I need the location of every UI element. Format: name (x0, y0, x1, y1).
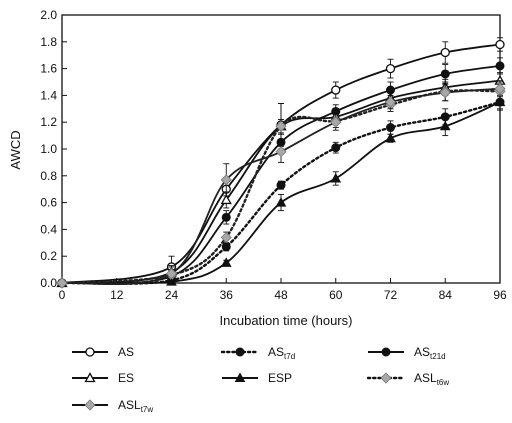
series-line (61, 65, 501, 285)
y-tick-label: 1.4 (40, 88, 57, 102)
data-point (331, 85, 341, 95)
data-point (385, 132, 396, 143)
legend-label: ASLt7w (118, 398, 153, 414)
y-tick-label: 0.0 (40, 276, 57, 290)
legend-marker (234, 372, 246, 382)
y-axis-title: AWCD (8, 130, 23, 169)
data-point (220, 257, 232, 267)
legend-label: AS (118, 345, 134, 359)
legend-label: ASt21d (414, 345, 446, 361)
legend-item: ASLt7w (72, 398, 153, 414)
data-point (275, 120, 287, 132)
data-point (440, 47, 450, 58)
legend-label: ES (118, 371, 134, 385)
y-axis-ticks: 0.0 0.2 0.4 0.6 0.8 1.0 1.2 1.4 1.6 1.8 2.0 (40, 8, 67, 290)
x-tick-label: 48 (274, 288, 288, 302)
y-tick-label: 0.2 (40, 249, 57, 263)
data-point (495, 61, 505, 71)
data-point (494, 83, 506, 95)
legend-marker (381, 347, 391, 357)
legend-item: ASLt6w (366, 371, 449, 387)
y-tick-label: 0.8 (40, 169, 57, 183)
legend-marker (235, 347, 245, 357)
legend-marker (84, 372, 96, 383)
x-tick-label: 24 (165, 288, 179, 302)
data-point (220, 194, 232, 205)
legend-item: ASt21d (368, 345, 446, 361)
y-tick-label: 1.8 (40, 35, 57, 49)
series-layer (56, 37, 506, 289)
legend-marker (85, 347, 95, 357)
legend-item: ASt7d (220, 345, 295, 361)
data-point (220, 174, 232, 186)
data-point (330, 172, 342, 183)
data-point (221, 212, 231, 222)
data-point (386, 123, 395, 133)
x-tick-label: 84 (439, 288, 453, 302)
y-tick-label: 1.0 (40, 142, 57, 156)
y-tick-label: 1.6 (40, 62, 57, 76)
legend-marker (84, 399, 96, 411)
x-tick-label: 36 (220, 288, 234, 302)
x-axis-title: Incubation time (hours) (220, 313, 353, 328)
legend-marker (380, 372, 392, 384)
data-point (165, 268, 178, 280)
data-point (494, 96, 506, 107)
data-point (384, 96, 397, 108)
data-point (439, 87, 451, 99)
data-point (275, 146, 287, 158)
y-tick-label: 1.2 (40, 115, 57, 129)
data-point (275, 197, 287, 207)
data-point (220, 231, 232, 244)
series-esp (56, 93, 506, 287)
legend-item: ESP (222, 371, 292, 385)
data-point (276, 180, 286, 190)
data-point (440, 69, 450, 79)
data-point (439, 120, 451, 131)
legend-label: ASLt6w (414, 371, 449, 387)
y-tick-label: 0.6 (40, 196, 57, 210)
x-tick-label: 60 (329, 288, 343, 302)
data-point (166, 276, 177, 286)
legend: AS ASt7d ASt21d ES ESP ASLt6w ASLt7w (72, 345, 449, 414)
legend-item: AS (72, 345, 134, 359)
x-tick-label: 0 (59, 288, 66, 302)
data-point (330, 116, 342, 128)
x-tick-label: 12 (110, 288, 124, 302)
x-tick-label: 96 (493, 288, 507, 302)
legend-item: ES (72, 371, 134, 385)
data-point (221, 242, 231, 252)
data-point (331, 143, 341, 153)
y-tick-label: 0.4 (40, 222, 57, 236)
data-point (56, 277, 68, 289)
data-point (385, 63, 396, 74)
y-tick-label: 2.0 (40, 8, 57, 22)
legend-label: ESP (268, 371, 292, 385)
series-asl-t7w (56, 80, 506, 289)
x-tick-label: 72 (384, 288, 398, 302)
legend-label: ASt7d (268, 345, 295, 361)
data-point (495, 39, 505, 50)
series-line (61, 43, 501, 284)
